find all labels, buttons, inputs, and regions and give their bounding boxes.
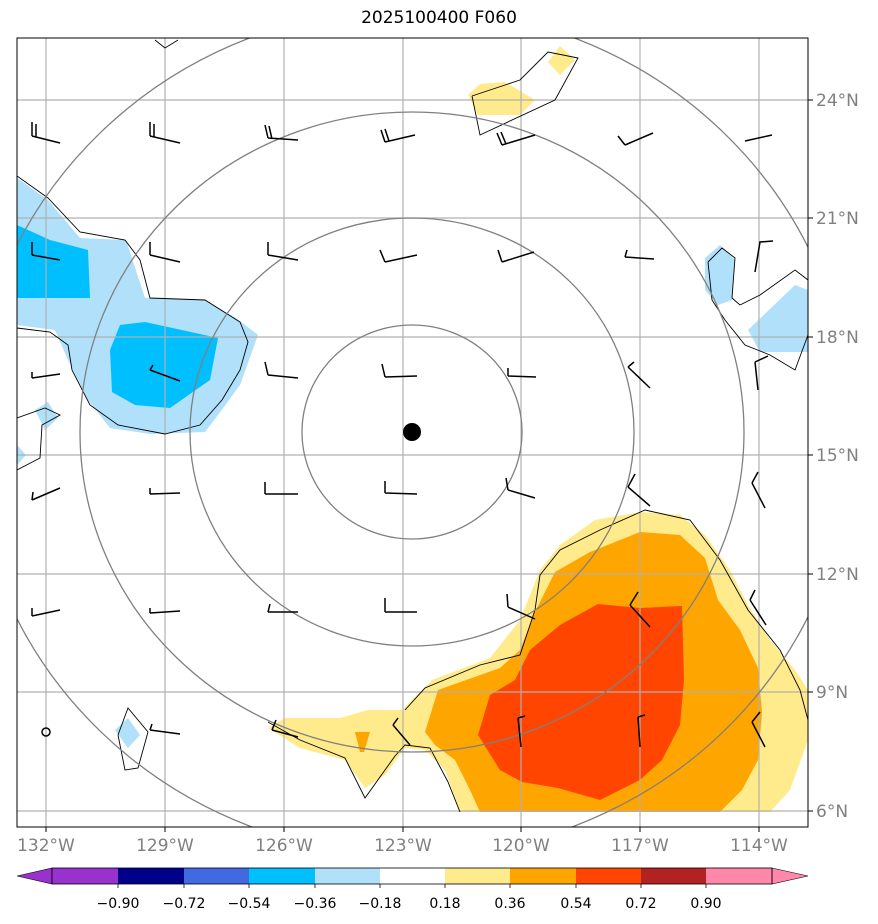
wind-barb [264, 482, 298, 495]
wind-barb [267, 242, 299, 261]
colorbar-segment [315, 868, 380, 884]
colorbar-segment [52, 868, 118, 884]
storm-center-dot [403, 423, 421, 441]
wind-barb [31, 487, 61, 501]
colorbar-segment [706, 868, 772, 884]
lat-tick-label: 9°N [816, 683, 848, 703]
wind-barb [264, 124, 299, 141]
lon-tick-label: 126°W [255, 836, 313, 856]
wind-barb [392, 717, 411, 746]
negative-anomaly-west-core [17, 225, 90, 298]
wind-barb [496, 131, 536, 146]
calm-wind-circle [41, 727, 51, 737]
lon-tick-label: 129°W [136, 836, 194, 856]
colorbar-label: −0.72 [163, 896, 206, 912]
positive-anomaly-small [355, 732, 370, 752]
colorbar-label: −0.18 [359, 896, 402, 912]
colorbar-segment [118, 868, 184, 884]
colorbar-segment [576, 868, 641, 884]
colorbar-segment [445, 868, 510, 884]
wind-barb [149, 723, 181, 735]
axis-ticks [45, 99, 813, 832]
wind-barb [754, 355, 769, 391]
lat-tick-label: 12°N [816, 565, 859, 585]
wind-barb [749, 589, 767, 626]
negative-anomaly-center-core [110, 322, 218, 408]
positive-anomaly-north-1 [468, 82, 535, 115]
colorbar-label: 0.90 [690, 896, 721, 912]
negative-anomaly-east-1 [705, 245, 735, 305]
map-title: 2025100400 F060 [361, 8, 517, 28]
wind-barb [629, 591, 651, 628]
colorbar-label: 0.54 [560, 896, 591, 912]
wind-barb [31, 608, 61, 617]
wind-barb [627, 473, 651, 507]
wind-barb [379, 249, 418, 263]
map-frame [16, 37, 809, 828]
wind-barb [264, 361, 299, 379]
wind-barb [517, 715, 526, 748]
wind-barb [149, 608, 181, 614]
wind-barb [384, 481, 418, 495]
colorbar-label: −0.54 [228, 896, 271, 912]
wind-barb [506, 593, 536, 620]
wind-barb [505, 477, 536, 499]
lat-tick-label: 24°N [816, 91, 859, 111]
wind-barb [744, 134, 773, 142]
colorbar-label: 0.72 [625, 896, 656, 912]
lat-tick-label: 18°N [816, 328, 859, 348]
colorbar-low-extend [16, 867, 53, 885]
coastlines [17, 39, 808, 813]
colorbar-segment [380, 868, 445, 884]
longitude-labels: 132°W 129°W 126°W 123°W 120°W 117°W 114°… [17, 836, 788, 856]
latitude-labels: 24°N 21°N 18°N 15°N 12°N 9°N 6°N [816, 91, 859, 822]
range-rings [17, 38, 808, 827]
colorbar-high-extend [771, 867, 809, 885]
negative-anomaly-east-2 [748, 285, 808, 352]
colorbar-label: −0.90 [97, 896, 140, 912]
colorbar-segment [249, 868, 315, 884]
lon-tick-label: 132°W [17, 836, 75, 856]
colorbar-segment [641, 868, 706, 884]
lon-tick-label: 117°W [611, 836, 669, 856]
lat-tick-label: 21°N [816, 209, 859, 229]
wind-barb [149, 242, 181, 263]
wind-barb [267, 603, 298, 613]
wind-barb [754, 240, 774, 273]
lon-tick-label: 120°W [492, 836, 550, 856]
colorbar-label: 0.18 [429, 896, 460, 912]
colorbar-label: −0.36 [294, 896, 337, 912]
colorbar-segment [510, 868, 576, 884]
wind-barb [271, 719, 299, 738]
wind-barb [384, 598, 417, 613]
lat-tick-label: 15°N [816, 446, 859, 466]
wind-barb [149, 364, 181, 382]
wind-barb [31, 372, 61, 379]
wind-barb [497, 249, 535, 263]
map-area [17, 38, 808, 827]
wind-barb [507, 368, 537, 378]
wind-barb [149, 488, 181, 495]
wind-barb [624, 249, 655, 260]
wind-barb [617, 132, 654, 146]
lon-tick-label: 123°W [374, 836, 432, 856]
colorbar: −0.90 −0.72 −0.54 −0.36 −0.18 0.18 0.36 … [16, 867, 809, 912]
colorbar-segment [184, 868, 249, 884]
wind-barb [751, 471, 766, 509]
wind-barb [149, 122, 181, 144]
colorbar-label: 0.36 [494, 896, 525, 912]
positive-anomaly-southeast-core [478, 604, 684, 800]
wind-barb [751, 711, 766, 748]
wind-barbs [31, 122, 774, 748]
lat-tick-label: 6°N [816, 802, 848, 822]
wind-barb [380, 128, 416, 143]
wind-barb [381, 363, 418, 378]
lon-tick-label: 114°W [730, 836, 788, 856]
wind-barb [31, 122, 61, 144]
wind-barb [31, 242, 61, 261]
wind-barb [627, 361, 651, 389]
wind-barb [637, 714, 646, 748]
